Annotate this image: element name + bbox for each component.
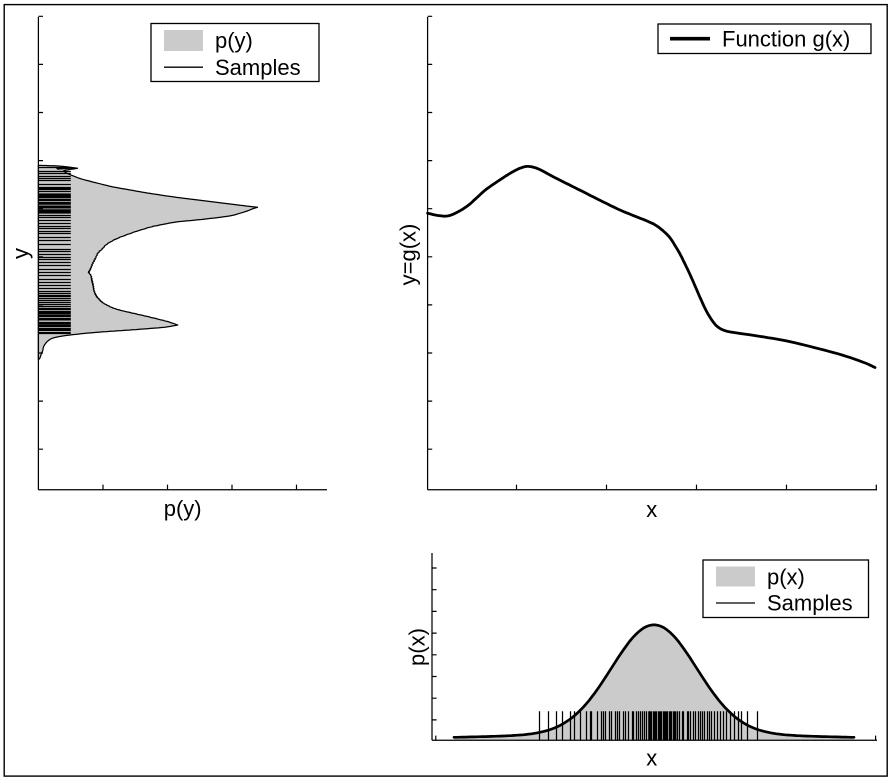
svg-text:y: y <box>8 248 33 259</box>
svg-text:y=g(x): y=g(x) <box>396 224 421 286</box>
svg-text:Function g(x): Function g(x) <box>722 26 850 51</box>
svg-text:x: x <box>646 746 657 771</box>
svg-text:x: x <box>646 497 657 522</box>
svg-text:Samples: Samples <box>767 591 853 616</box>
svg-text:p(x): p(x) <box>767 565 805 590</box>
svg-text:Samples: Samples <box>215 55 301 80</box>
svg-text:p(x): p(x) <box>405 628 430 666</box>
svg-text:p(y): p(y) <box>215 28 253 53</box>
svg-text:p(y): p(y) <box>164 496 202 521</box>
